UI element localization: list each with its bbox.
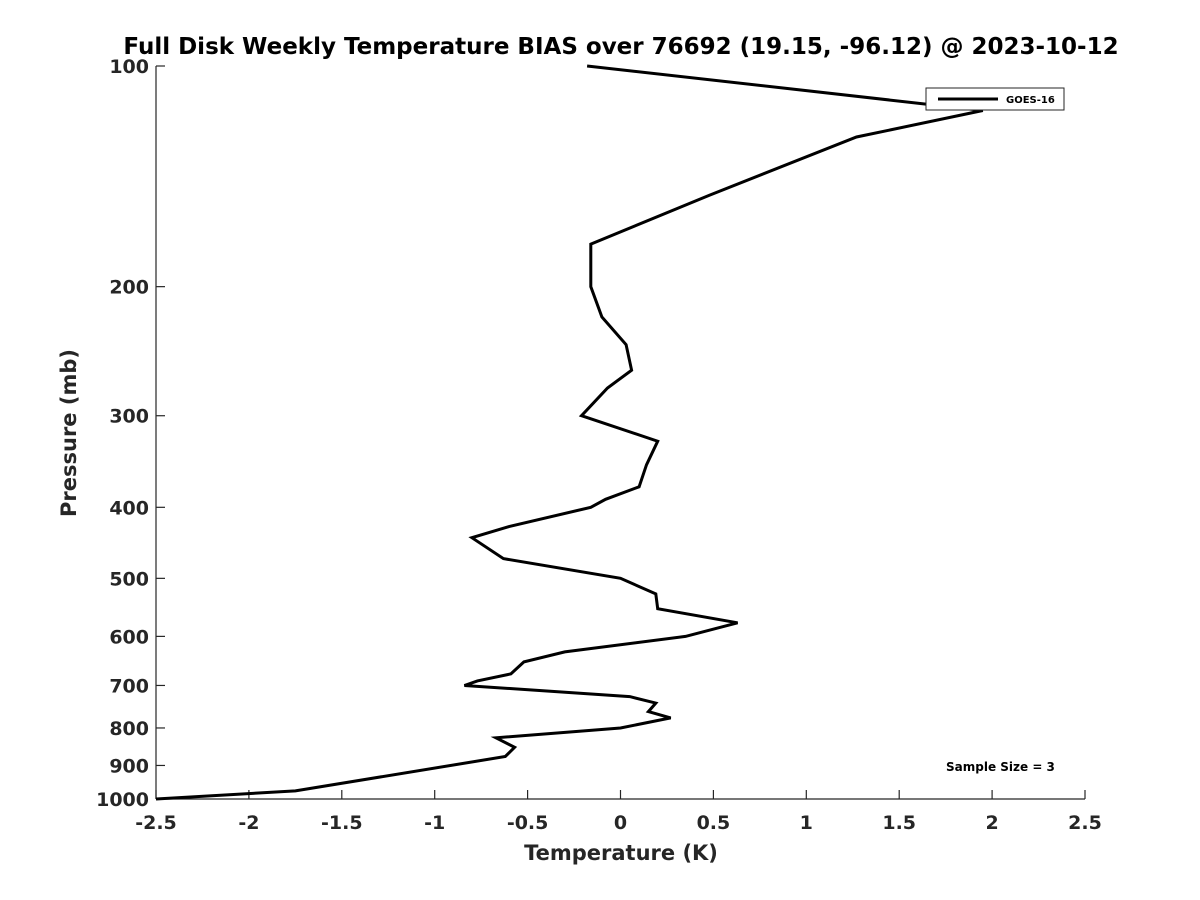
x-axis-label: Temperature (K) [524, 841, 718, 865]
x-tick-label: -2 [238, 812, 259, 834]
legend-label: GOES-16 [1006, 95, 1055, 106]
legend: GOES-16 [925, 87, 1065, 111]
x-tick-label: 0 [614, 812, 627, 834]
chart-title: Full Disk Weekly Temperature BIAS over 7… [123, 34, 1118, 60]
x-tick-label: 0.5 [697, 812, 731, 834]
x-tick-label: 2.5 [1068, 812, 1102, 834]
y-tick-label: 400 [109, 497, 149, 519]
x-tick-label: -0.5 [507, 812, 549, 834]
series-line [155, 64, 984, 801]
y-tick-label: 1000 [96, 789, 149, 811]
x-tick-label: -1 [424, 812, 445, 834]
y-tick-label: 500 [109, 568, 149, 590]
y-tick-label: 700 [109, 675, 149, 697]
ticks: -2.5 -2 -1.5 -1 -0.5 0 0.5 1 1.5 2 2.5 100 200 300 400… [96, 56, 1102, 834]
y-tick-label: 300 [109, 406, 149, 428]
sample-size-annotation: Sample Size = 3 [946, 760, 1055, 774]
x-tick-label: 1.5 [882, 812, 916, 834]
x-tick-label: -1.5 [321, 812, 363, 834]
y-axis-label: Pressure (mb) [57, 349, 81, 517]
plot-area [155, 64, 984, 801]
x-tick-label: -2.5 [135, 812, 177, 834]
y-tick-label: 600 [109, 626, 149, 648]
axes [155, 66, 1085, 800]
x-tick-label: 1 [800, 812, 813, 834]
x-tick-label: 2 [985, 812, 998, 834]
y-tick-label: 800 [109, 718, 149, 740]
y-tick-label: 900 [109, 755, 149, 777]
y-tick-label: 200 [109, 277, 149, 299]
y-tick-label: 100 [109, 56, 149, 78]
